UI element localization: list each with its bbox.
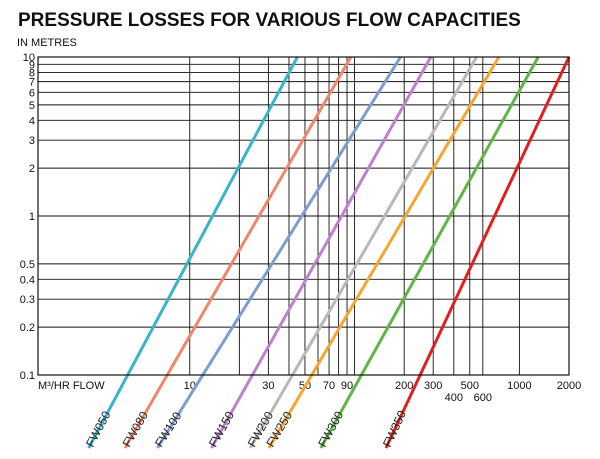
series-line-fw150 [210,56,433,449]
x-tick-label: 70 [323,380,335,392]
y-tick-label: 0.4 [20,274,35,286]
y-tick-label: 0.1 [20,370,35,382]
series-label-fw050: FW050 [83,408,114,449]
x-tick-label: 2000 [557,380,581,392]
series-line-fw300 [319,56,540,449]
x-tick-label: 1000 [507,380,531,392]
series-label-fw100: FW100 [152,409,184,450]
y-tick-label: 1 [29,211,35,223]
y-tick-label: 4 [29,115,35,127]
x-tick-label: 600 [474,392,492,404]
x-axis-label: M³/HR FLOW [38,380,105,392]
y-tick-label: 3 [29,135,35,147]
series-label-fw300: FW300 [315,409,346,450]
y-tick-label: 6 [29,87,35,99]
series-label-fw080: FW080 [120,409,152,450]
x-tick-label: 90 [341,380,353,392]
series-line-fw050 [87,56,299,449]
x-tick-label: 500 [461,380,479,392]
y-tick-label: 8 [29,67,35,79]
series-line-fw350 [384,56,571,449]
grid [38,56,570,376]
series-line-fw100 [156,56,402,449]
y-tick-label: 5 [29,100,35,112]
y-tick-label: 0.2 [20,322,35,334]
series-label-fw150: FW150 [206,409,237,450]
series-label-fw350: FW350 [380,408,409,449]
x-tick-label: 30 [262,380,274,392]
y-tick-label: 0.5 [20,259,35,271]
series-lines [87,56,571,449]
series-line-fw200 [248,56,478,449]
plot-frame [37,56,570,376]
x-tick-label: 400 [445,392,463,404]
series-line-fw080 [123,56,353,449]
y-tick-label: 7 [29,77,35,89]
x-tick-label: 300 [424,380,442,392]
y-tick-label: 10 [23,52,35,64]
series-line-fw250 [267,56,501,449]
y-tick-label: 0.3 [20,294,35,306]
x-tick-label: 200 [395,380,413,392]
y-tick-label: 2 [29,163,35,175]
y-axis-label: IN METRES [17,37,77,49]
y-tick-label: 9 [29,59,35,71]
chart-title: PRESSURE LOSSES FOR VARIOUS FLOW CAPACIT… [18,10,521,31]
